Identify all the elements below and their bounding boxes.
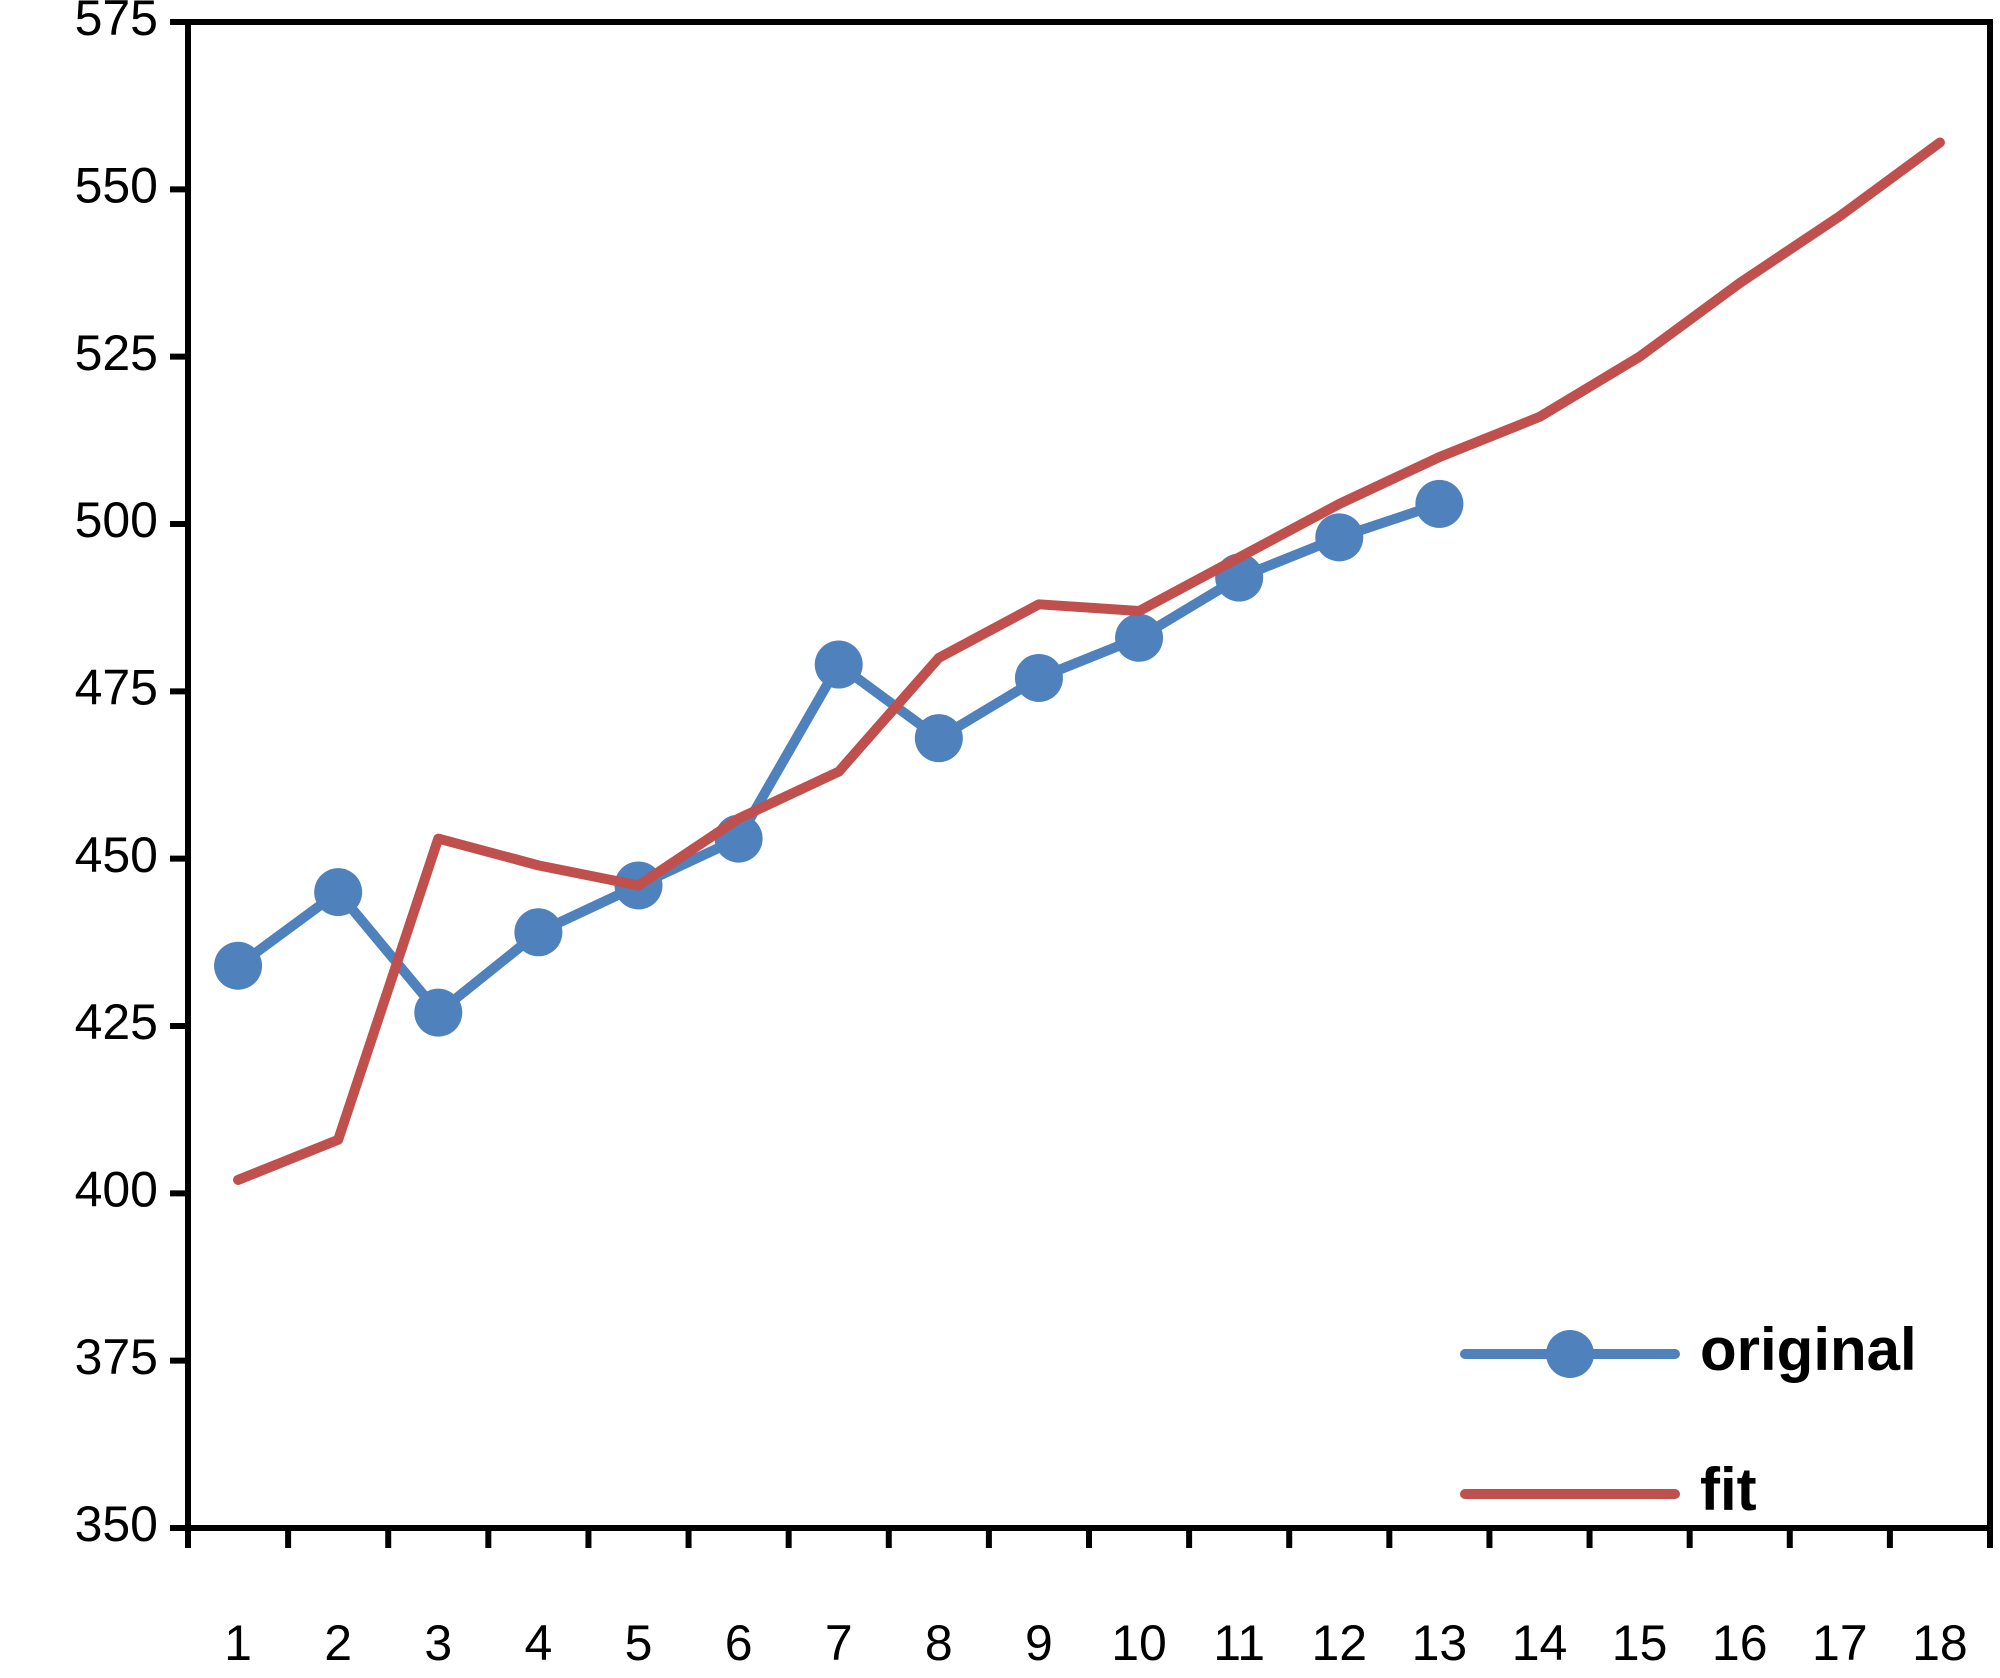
data-point-original: [1115, 613, 1164, 662]
x-tick-label: 7: [825, 1615, 853, 1671]
series-line-fit: [233, 137, 1945, 1185]
x-axis-ticks: 1 2 3 4 5 6 7 8 9 10 11 12 13 14 15 16 17 18: [185, 1528, 1993, 1671]
y-tick-label: 500: [75, 492, 158, 548]
x-tick-label: 10: [1111, 1615, 1167, 1671]
x-tick-label: 8: [925, 1615, 953, 1671]
x-tick-label: 3: [424, 1615, 452, 1671]
data-point-original: [914, 714, 963, 763]
plot-frame: [185, 19, 1993, 1531]
x-tick-label: 14: [1512, 1615, 1568, 1671]
data-point-original: [1014, 653, 1063, 702]
x-tick-label: 2: [324, 1615, 352, 1671]
x-tick-label: 12: [1311, 1615, 1367, 1671]
plot-area: [185, 19, 1993, 1531]
y-tick-label: 425: [75, 994, 158, 1050]
data-point-original: [1315, 513, 1364, 562]
y-tick-label: 450: [75, 827, 158, 883]
data-point-original: [214, 941, 263, 990]
x-tick-label: 13: [1412, 1615, 1468, 1671]
legend-label-original: original: [1700, 1316, 1917, 1383]
x-tick-label: 11: [1213, 1615, 1265, 1671]
y-tick-label: 400: [75, 1162, 158, 1218]
x-tick-label: 16: [1712, 1615, 1768, 1671]
data-point-original: [314, 868, 363, 917]
y-tick-label: 525: [75, 325, 158, 381]
x-tick-label: 6: [725, 1615, 753, 1671]
legend: original fit: [1460, 1316, 1917, 1523]
x-tick-label: 5: [625, 1615, 653, 1671]
x-tick-label: 17: [1812, 1615, 1868, 1671]
y-tick-label: 575: [75, 0, 158, 46]
legend-marker-original: [1546, 1330, 1594, 1378]
x-tick-label: 4: [524, 1615, 552, 1671]
x-tick-label: 15: [1612, 1615, 1668, 1671]
data-point-original: [414, 988, 463, 1037]
data-point-original: [514, 908, 563, 957]
x-tick-label: 1: [224, 1615, 252, 1671]
series-layer: [214, 137, 1945, 1185]
y-tick-label: 375: [75, 1329, 158, 1385]
data-point-original: [814, 640, 863, 689]
legend-label-fit: fit: [1700, 1456, 1757, 1523]
y-tick-label: 475: [75, 660, 158, 716]
x-tick-label: 18: [1912, 1615, 1968, 1671]
x-tick-label: 9: [1025, 1615, 1053, 1671]
data-point-original: [1415, 479, 1464, 528]
y-tick-label: 550: [75, 158, 158, 214]
y-axis-ticks: 350 375 400 425 450 475 500 525 550 575: [75, 0, 188, 1552]
y-tick-label: 350: [75, 1496, 158, 1552]
